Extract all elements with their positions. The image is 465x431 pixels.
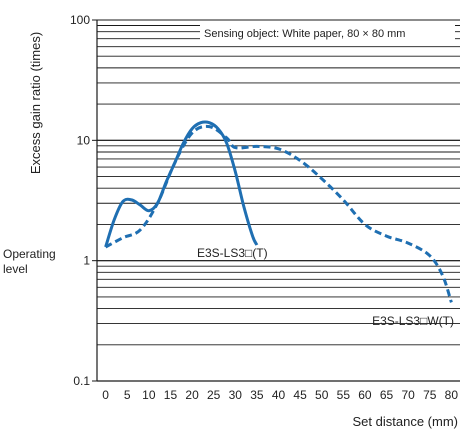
horizontal-gridlines (97, 19, 460, 346)
x-tick-label: 5 (124, 388, 131, 402)
x-tick-label: 80 (445, 388, 459, 402)
x-tick-label: 20 (185, 388, 199, 402)
x-tick-label: 65 (380, 388, 394, 402)
y-tick-label: 1 (83, 254, 90, 268)
series-line-2 (104, 124, 453, 303)
x-tick-label: 60 (358, 388, 372, 402)
y-tick-label: 0.1 (73, 374, 90, 388)
x-tick-label: 55 (337, 388, 351, 402)
chart-axes (92, 19, 460, 382)
series-group (104, 120, 453, 303)
x-tick-label: 15 (164, 388, 178, 402)
y-tick-label: 10 (77, 133, 91, 147)
x-tick-label: 70 (401, 388, 415, 402)
x-tick-label: 75 (423, 388, 437, 402)
x-tick-label: 45 (293, 388, 307, 402)
x-tick-label: 25 (207, 388, 221, 402)
x-axis-title: Set distance (mm) (353, 414, 458, 429)
x-tick-label: 35 (250, 388, 264, 402)
note-box (200, 24, 455, 42)
y-tick-label: 100 (70, 13, 90, 27)
x-tick-label: 10 (142, 388, 156, 402)
x-tick-label: 30 (229, 388, 243, 402)
x-tick-label: 0 (102, 388, 109, 402)
operating-level-label-line2: level (3, 262, 28, 276)
x-tick-label: 50 (315, 388, 329, 402)
series-label-1: E3S-LS3□(T) (197, 246, 268, 260)
y-axis-title: Excess gain ratio (times) (28, 32, 43, 174)
x-tick-label: 40 (272, 388, 286, 402)
sensing-object-note: Sensing object: White paper, 80 × 80 mm (204, 28, 405, 40)
operating-level-label: Operating (3, 247, 56, 261)
chart-labels: 0.1 1 10 100 0 5 10 15 20 25 30 35 40 45 50 55 60 65 70 75 8… (70, 13, 458, 402)
series-label-2: E3S-LS3□W(T) (372, 314, 454, 328)
